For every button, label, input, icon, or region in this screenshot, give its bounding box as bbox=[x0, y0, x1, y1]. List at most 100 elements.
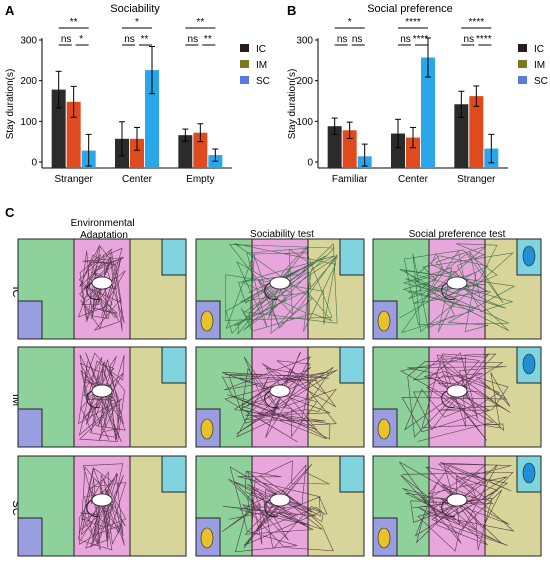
mouse-icon bbox=[522, 245, 536, 267]
bar-im bbox=[193, 132, 208, 168]
trajectory bbox=[221, 351, 338, 443]
y-tick-label: 200 bbox=[296, 76, 313, 87]
significance-label: * bbox=[135, 17, 139, 28]
x-tick-label: Stranger bbox=[54, 174, 93, 185]
chart-title: Social preference bbox=[367, 3, 453, 15]
bar-im bbox=[66, 101, 81, 168]
corner-box-right bbox=[339, 346, 365, 384]
significance-label: ** bbox=[70, 17, 78, 28]
arena-im-1 bbox=[195, 346, 365, 448]
arena-im-2 bbox=[372, 346, 542, 448]
significance-label: **** bbox=[469, 17, 485, 28]
mouse-tail bbox=[264, 499, 279, 517]
bar-im bbox=[130, 138, 144, 168]
mouse-icon bbox=[91, 384, 113, 398]
bar-ic bbox=[327, 126, 342, 168]
arena-border bbox=[195, 346, 365, 448]
mouse-icon bbox=[522, 353, 536, 375]
mouse-icon bbox=[446, 384, 468, 398]
corner-box-right bbox=[161, 346, 187, 384]
arena-border bbox=[17, 346, 187, 448]
arena-ic-0 bbox=[17, 238, 187, 340]
arena-sc-2 bbox=[372, 455, 542, 557]
legend-label: SC bbox=[256, 76, 270, 87]
y-tick-label: 200 bbox=[20, 76, 37, 87]
mouse-tail bbox=[86, 282, 101, 300]
arena-border bbox=[372, 238, 542, 340]
arena-sc-0 bbox=[17, 455, 187, 557]
mouse-tail bbox=[441, 282, 456, 300]
chart-title: Sociability bbox=[110, 3, 160, 15]
row-label-ic: IC bbox=[10, 287, 22, 298]
corner-box-right bbox=[339, 238, 365, 276]
mouse-icon bbox=[446, 276, 468, 290]
arena-im-0 bbox=[17, 346, 187, 448]
significance-label: ns bbox=[400, 34, 411, 45]
legend-swatch bbox=[518, 44, 527, 52]
mouse-icon bbox=[200, 418, 214, 440]
y-axis-label: Stay duration(s) bbox=[5, 69, 16, 140]
bar-im bbox=[342, 130, 357, 168]
arena-border bbox=[372, 455, 542, 557]
significance-label: ns bbox=[61, 34, 72, 45]
trajectory bbox=[399, 461, 515, 552]
column-title-social-preference-test: Social preference test bbox=[409, 229, 506, 240]
corner-box-right bbox=[161, 238, 187, 276]
mouse-icon bbox=[269, 384, 291, 398]
legend-label: SC bbox=[534, 76, 548, 87]
sociability-chart: Sociability Stay duration(s) 0 100 200 300 S… bbox=[5, 3, 270, 185]
bar-im bbox=[469, 96, 484, 168]
mouse-tail bbox=[264, 390, 279, 408]
corner-box-left bbox=[17, 517, 43, 557]
legend-label: IM bbox=[256, 60, 267, 71]
trajectory bbox=[399, 352, 511, 442]
y-tick-label: 300 bbox=[20, 36, 37, 47]
arena-border bbox=[195, 455, 365, 557]
significance-label: **** bbox=[476, 34, 492, 45]
significance-label: ** bbox=[196, 17, 204, 28]
bar-ic bbox=[178, 135, 193, 168]
panel-letter-a: A bbox=[5, 3, 15, 18]
mouse-icon bbox=[377, 418, 391, 440]
mouse-icon bbox=[91, 493, 113, 507]
arena-border bbox=[372, 346, 542, 448]
corner-box-right bbox=[161, 455, 187, 493]
trajectory bbox=[221, 460, 334, 553]
x-tick-label: Stranger bbox=[457, 174, 496, 185]
bar-im bbox=[406, 137, 420, 168]
significance-label: **** bbox=[405, 17, 421, 28]
mouse-icon bbox=[377, 527, 391, 549]
bar-sc bbox=[421, 57, 435, 169]
corner-box-left bbox=[17, 300, 43, 340]
panel-letter-c: C bbox=[5, 205, 15, 220]
legend-label: IC bbox=[534, 44, 544, 55]
column-title-sociability-test: Sociability test bbox=[250, 229, 314, 240]
mouse-tail bbox=[86, 390, 101, 408]
mouse-icon bbox=[522, 462, 536, 484]
corner-box-left bbox=[17, 408, 43, 448]
mouse-tail bbox=[441, 390, 456, 408]
legend-label: IM bbox=[534, 60, 545, 71]
significance-label: ns bbox=[464, 34, 475, 45]
significance-label: ns bbox=[337, 34, 348, 45]
mouse-icon bbox=[91, 276, 113, 290]
mouse-icon bbox=[269, 276, 291, 290]
corner-box-right bbox=[516, 455, 542, 493]
arena-ic-1 bbox=[195, 238, 365, 340]
significance-label: ** bbox=[204, 34, 212, 45]
panel-letter-b: B bbox=[287, 3, 296, 18]
x-tick-label: Empty bbox=[186, 174, 214, 185]
significance-label: * bbox=[348, 17, 352, 28]
significance-label: ** bbox=[141, 34, 149, 45]
trajectory bbox=[78, 352, 126, 443]
y-axis-label: Stay duration(s) bbox=[287, 69, 298, 140]
bar-sc bbox=[145, 70, 159, 168]
bar-ic bbox=[51, 89, 66, 168]
y-tick-label: 0 bbox=[31, 158, 37, 169]
x-tick-label: Familiar bbox=[332, 174, 368, 185]
significance-label: ns bbox=[188, 34, 199, 45]
corner-box-right bbox=[516, 238, 542, 276]
y-tick-label: 0 bbox=[307, 158, 313, 169]
arena-border bbox=[195, 238, 365, 340]
arena-border bbox=[17, 455, 187, 557]
